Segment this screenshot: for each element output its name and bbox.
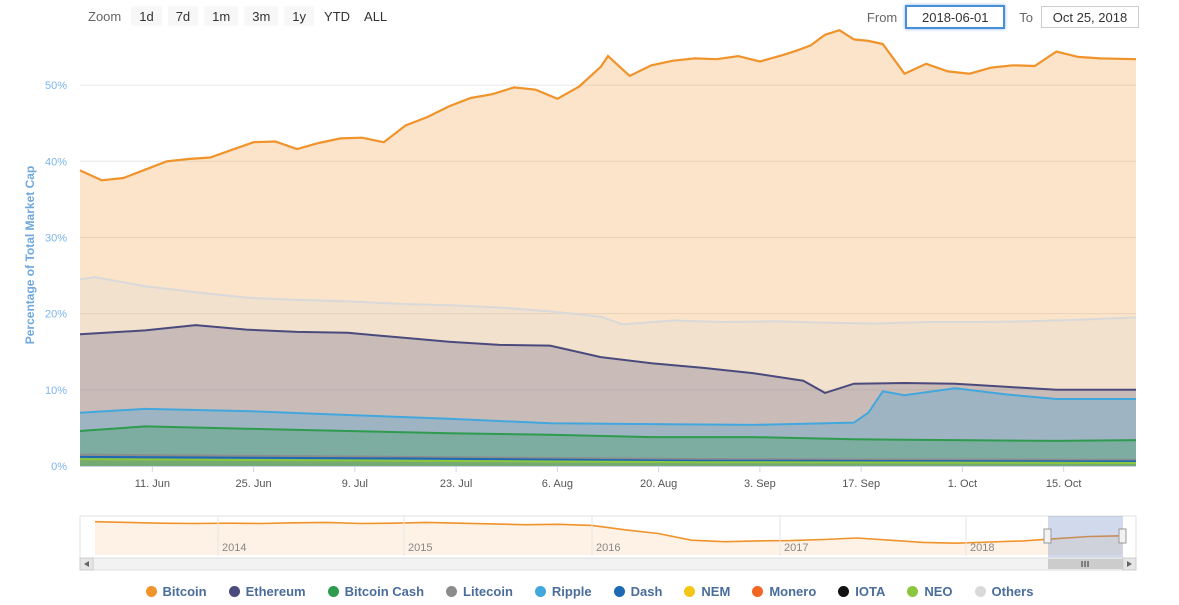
others-line	[79, 276, 1137, 326]
zoom-1y-button[interactable]: 1y	[284, 6, 315, 26]
chart-legend: Bitcoin Ethereum Bitcoin Cash Litecoin Rippl…	[0, 584, 1179, 599]
legend-item-neo[interactable]: NEO	[907, 584, 953, 599]
bitcoin-line	[79, 28, 1137, 182]
x-tick-label: 3. Sep	[744, 478, 776, 490]
legend-label: Others	[991, 584, 1034, 599]
ethereum-line	[79, 324, 1136, 394]
series-lines	[79, 28, 1137, 464]
legend-label: NEM	[701, 584, 731, 599]
zoom-1d-button[interactable]: 1d	[131, 6, 162, 26]
date-range: From To	[867, 5, 1139, 29]
legend-label: Bitcoin	[162, 584, 207, 599]
zoom-ytd-button[interactable]: YTD	[320, 6, 354, 26]
neo-line	[79, 458, 1137, 464]
navigator-year-label: 2018	[970, 542, 994, 554]
y-tick-label: 10%	[45, 385, 67, 397]
left-arrow-icon	[84, 561, 89, 567]
x-tick-label: 9. Jul	[342, 478, 368, 490]
x-axis: 11. Jun 25. Jun 9. Jul 23. Jul 6. Aug 20. Aug…	[135, 466, 1081, 490]
navigator-area	[95, 521, 1122, 555]
x-tick-label: 25. Jun	[236, 478, 272, 490]
legend-label: Dash	[630, 584, 663, 599]
x-tick-label: 23. Jul	[440, 478, 472, 490]
legend-label: Bitcoin Cash	[344, 584, 425, 599]
x-tick-label: 1. Oct	[948, 478, 977, 490]
zoom-all-button[interactable]: ALL	[360, 6, 391, 26]
navigator-handle-left[interactable]	[1043, 528, 1052, 544]
legend-dot-icon	[446, 586, 458, 597]
legend-label: Litecoin	[463, 584, 513, 599]
legend-label: Ripple	[551, 584, 592, 599]
zoom-controls: Zoom 1d 7d 1m 3m 1y YTD ALL	[88, 6, 391, 26]
legend-dot-icon	[684, 586, 696, 597]
y-axis-title: Percentage of Total Market Cap	[23, 166, 37, 345]
legend-item-litecoin[interactable]: Litecoin	[446, 584, 513, 599]
legend-label: NEO	[924, 584, 953, 599]
grip-icon	[1081, 561, 1089, 567]
legend-dot-icon	[907, 586, 919, 597]
y-tick-label: 50%	[45, 80, 67, 92]
y-axis: 0% 10% 20% 30% 40% 50%	[45, 80, 67, 473]
to-label: To	[1019, 9, 1033, 25]
zoom-7d-button[interactable]: 7d	[167, 6, 199, 26]
dash-line	[79, 455, 1137, 463]
legend-item-bitcoin-cash[interactable]: Bitcoin Cash	[327, 584, 425, 599]
navigator-selection[interactable]	[1048, 516, 1123, 558]
legend-item-ripple[interactable]: Ripple	[534, 584, 592, 599]
legend-dot-icon	[327, 586, 339, 597]
legend-dot-icon	[974, 586, 986, 597]
x-tick-label: 6. Aug	[542, 478, 573, 490]
x-tick-label: 11. Jun	[135, 478, 170, 490]
navigator-year-label: 2014	[222, 542, 246, 554]
y-tick-label: 40%	[45, 156, 67, 168]
navigator-year-label: 2015	[408, 542, 432, 554]
legend-item-nem[interactable]: NEM	[684, 584, 730, 599]
series-areas	[80, 30, 1136, 466]
legend-item-monero[interactable]: Monero	[752, 584, 816, 599]
x-tick-label: 15. Oct	[1046, 478, 1081, 490]
bitcoin-cash-line	[79, 425, 1137, 442]
legend-item-others[interactable]: Others	[974, 584, 1034, 599]
legend-dot-icon	[145, 586, 157, 597]
y-tick-label: 20%	[45, 309, 67, 321]
ripple-line	[79, 387, 1136, 426]
legend-item-ethereum[interactable]: Ethereum	[228, 584, 306, 599]
y-tick-label: 0%	[51, 461, 67, 473]
zoom-label: Zoom	[88, 8, 122, 24]
navigator-scrollbar[interactable]	[79, 557, 1137, 571]
legend-dot-icon	[838, 586, 850, 597]
navigator-year-label: 2016	[596, 542, 620, 554]
legend-dot-icon	[613, 586, 625, 597]
legend-label: Monero	[769, 584, 817, 599]
navigator-handle-right[interactable]	[1118, 528, 1127, 544]
from-label: From	[866, 9, 898, 25]
legend-item-iota[interactable]: IOTA	[838, 584, 885, 599]
legend-item-bitcoin[interactable]: Bitcoin	[145, 584, 207, 599]
right-arrow-icon	[1127, 561, 1132, 567]
legend-label: IOTA	[855, 584, 886, 599]
zoom-1m-button[interactable]: 1m	[204, 6, 239, 26]
market-share-chart: 0% 10% 20% 30% 40% 50% 11. Jun 25. Jun 9. Jul 23…	[23, 28, 1137, 571]
x-tick-label: 17. Sep	[842, 478, 880, 490]
litecoin-line	[79, 453, 1137, 461]
legend-dot-icon	[228, 586, 240, 597]
navigator-line	[94, 520, 1123, 545]
y-tick-label: 30%	[45, 232, 67, 244]
navigator[interactable]: 2014 2015 2016 2017 2018	[79, 515, 1137, 559]
to-date-input[interactable]	[1041, 6, 1139, 28]
zoom-3m-button[interactable]: 3m	[244, 6, 279, 26]
from-date-input[interactable]	[905, 5, 1006, 29]
navigator-year-label: 2017	[784, 542, 808, 554]
legend-dot-icon	[534, 586, 546, 597]
legend-item-dash[interactable]: Dash	[613, 584, 663, 599]
legend-label: Ethereum	[245, 584, 306, 599]
x-tick-label: 20. Aug	[640, 478, 677, 490]
legend-dot-icon	[752, 586, 764, 597]
